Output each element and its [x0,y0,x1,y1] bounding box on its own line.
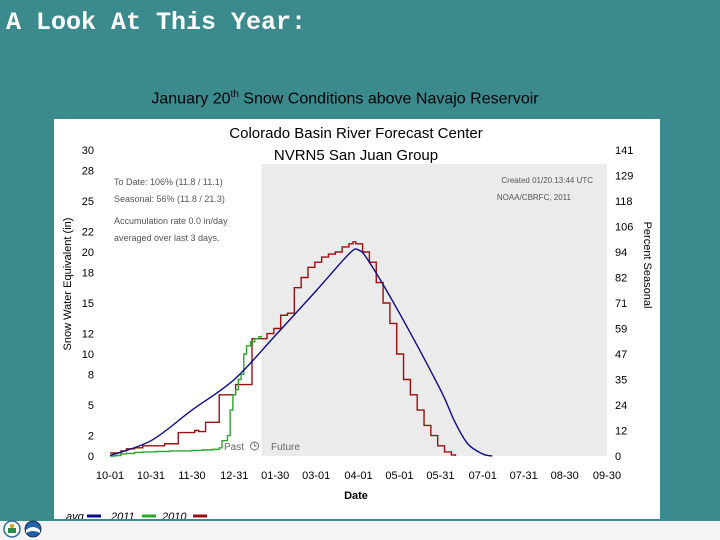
y-tick-label: 25 [82,196,94,208]
y-tick-label: 22 [82,227,94,239]
past-shade [261,164,607,456]
info-created: Created 01/20.13:44 UTC [501,176,593,185]
series-line-avg [109,248,493,457]
agency-logo-icon [3,520,21,538]
subtitle-suffix: Snow Conditions above Navajo Reservoir [238,90,539,108]
y-tick-right-label: 129 [615,171,633,183]
x-tick-label: 04-01 [344,470,372,482]
y-tick-right-label: 106 [615,222,633,234]
subtitle-prefix: January 20 [151,90,231,108]
y-tick-right-label: 24 [615,400,627,412]
chart-panel: Colorado Basin River Forecast Center NVR… [54,119,660,523]
y-tick-label: 15 [82,298,94,310]
x-tick-label: 01-30 [261,470,289,482]
past-label: Past [224,442,244,453]
series-layer [109,241,493,457]
x-tick-label: 09-30 [593,470,621,482]
snow-chart: Colorado Basin River Forecast Center NVR… [62,125,653,523]
y-tick-right-label: 35 [615,375,627,387]
y-tick-right-label: 82 [615,273,627,285]
y-tick-right-label: 118 [615,196,633,208]
y-tick-label: 18 [82,267,94,279]
chart-subtitle: NVRN5 San Juan Group [274,147,438,164]
info-accum-period: averaged over last 3 days. [114,233,220,243]
x-tick-label: 12-31 [220,470,248,482]
y-tick-label: 20 [82,247,94,259]
x-tick-label: 08-30 [551,470,579,482]
y-tick-right-label: 59 [615,324,627,336]
legend-label: 2011 [110,511,135,519]
y-tick-label: 28 [82,165,94,177]
x-tick-label: 05-01 [385,470,413,482]
legend: avg 2011 2010 [66,511,207,523]
clock-face [250,441,260,451]
info-accum-rate: Accumulation rate 0.0 in/day [114,216,228,226]
x-axis-title: Date [344,490,368,502]
slide-subtitle: January 20th Snow Conditions above Navaj… [0,89,690,108]
clock-hands [254,443,257,447]
x-tick-label: 10-01 [96,470,124,482]
y-tick-label: 8 [88,369,94,381]
x-tick-label: 05-31 [426,470,454,482]
y-tick-label: 0 [88,451,94,463]
series-line-2010 [110,241,457,456]
series-line-2011 [110,335,263,457]
chart-title: Colorado Basin River Forecast Center [229,125,482,142]
info-source: NOAA/CBRFC, 2011 [497,193,572,202]
x-ticks: 10-01 10-31 11-30 12-31 01-30 03-01 04-01 05-01… [96,470,621,482]
y-tick-label: 5 [88,400,94,412]
info-to-date: To Date: 106% (11.8 / 11.1) [114,177,223,187]
y-ticks-right: 0 12 24 35 47 59 71 82 94 106 118 129 141 [615,145,633,463]
future-label: Future [271,442,300,453]
x-tick-label: 07-31 [510,470,538,482]
info-seasonal: Seasonal: 56% (11.8 / 21.3) [114,194,225,204]
slide-title: A Look At This Year: [6,8,307,37]
footer-strip [0,521,720,540]
y-tick-right-label: 0 [615,451,621,463]
y-tick-label: 10 [82,349,94,361]
y-tick-label: 12 [82,329,94,341]
x-tick-label: 07-01 [469,470,497,482]
y-tick-right-label: 12 [615,426,627,438]
clock-icon [250,441,260,451]
x-tick-label: 03-01 [302,470,330,482]
legend-label: 2010 [161,511,187,519]
y-tick-right-label: 94 [615,247,627,259]
noaa-logo-icon [24,520,42,538]
y-axis-title: Snow Water Equivalent (in) [62,218,74,351]
y-tick-label: 2 [88,431,94,443]
y-tick-right-label: 141 [615,145,633,157]
y-axis-right-title: Percent Seasonal [641,222,653,309]
y-tick-right-label: 47 [615,349,627,361]
subtitle-superscript: th [230,89,239,100]
y-tick-right-label: 71 [615,298,627,310]
y-tick-label: 30 [82,145,94,157]
x-tick-label: 11-30 [178,470,205,482]
x-tick-label: 10-31 [137,470,165,482]
legend-label: avg [66,511,85,519]
